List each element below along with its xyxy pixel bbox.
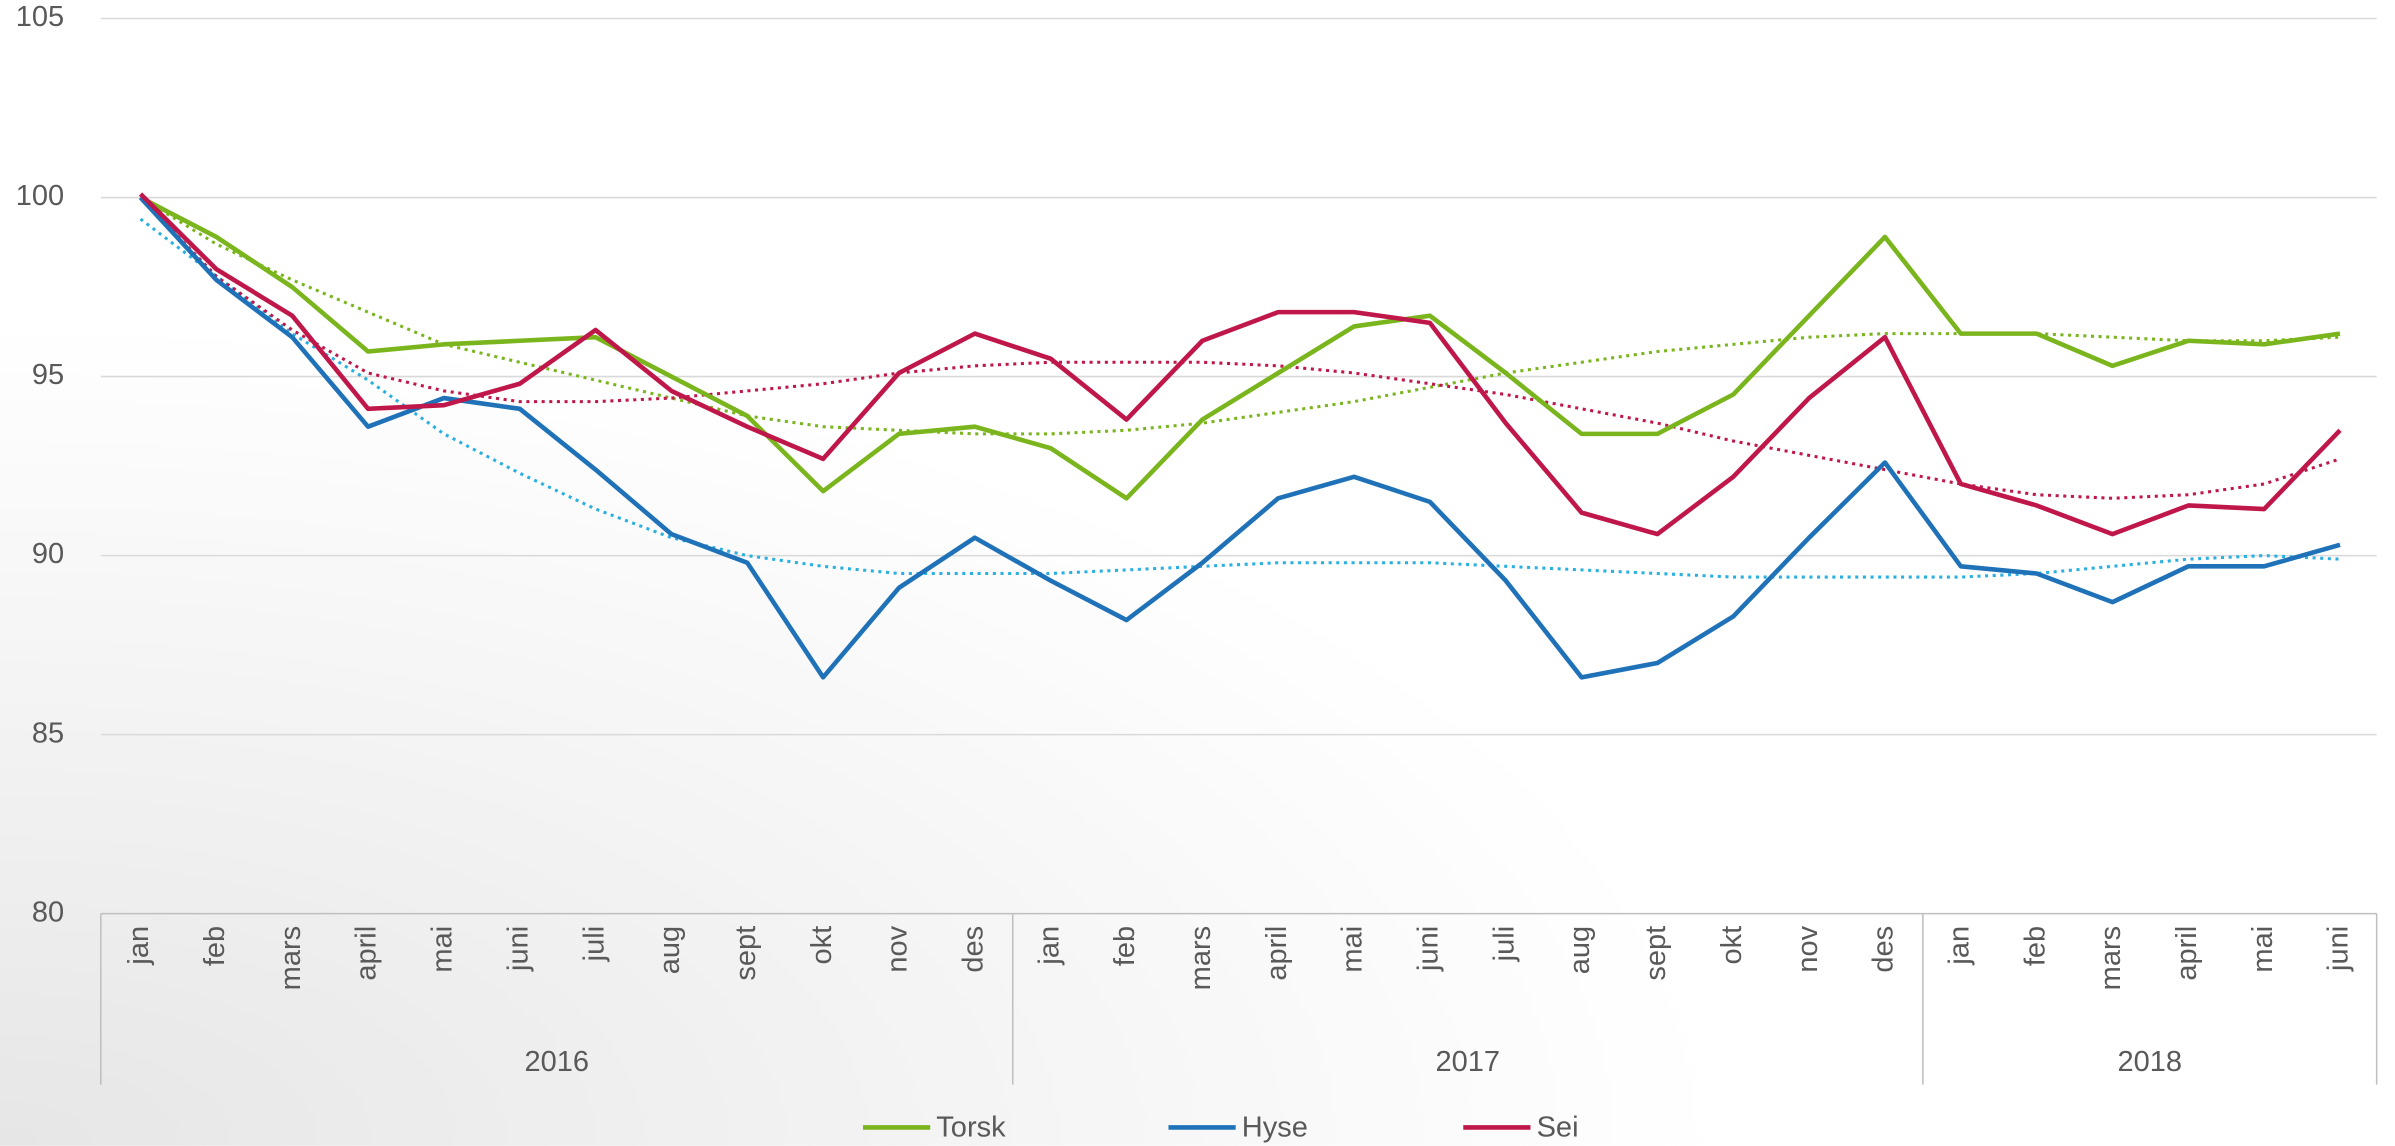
x-tick-label: mai bbox=[2247, 926, 2279, 973]
x-tick-label: mai bbox=[427, 926, 459, 973]
x-tick-label: mars bbox=[275, 926, 307, 990]
x-tick-label: aug bbox=[1564, 926, 1596, 974]
x-tick-label: mai bbox=[1337, 926, 1369, 973]
series-line bbox=[138, 192, 2342, 537]
trendline bbox=[139, 217, 2341, 579]
x-tick-label: des bbox=[957, 926, 989, 973]
x-tick-label: juni bbox=[502, 926, 534, 972]
x-tick-label: aug bbox=[654, 926, 686, 974]
legend-label: Sei bbox=[1537, 1112, 1579, 1144]
group-label: 2017 bbox=[1436, 1046, 1501, 1078]
x-tick-label: april bbox=[2171, 926, 2203, 981]
x-tick-label: juli bbox=[1488, 926, 1520, 962]
x-tick-label: april bbox=[1261, 926, 1293, 981]
group-label: 2016 bbox=[524, 1046, 589, 1078]
legend-label: Hyse bbox=[1242, 1112, 1308, 1144]
x-tick-label: okt bbox=[1716, 926, 1748, 965]
legend-label: Torsk bbox=[936, 1112, 1006, 1144]
x-tick-label: jan bbox=[1943, 926, 1975, 966]
y-tick-label: 90 bbox=[32, 538, 64, 570]
x-tick-label: mars bbox=[2095, 926, 2127, 990]
y-tick-label: 80 bbox=[32, 896, 64, 928]
x-tick-label: feb bbox=[199, 926, 231, 966]
series-line bbox=[138, 196, 2341, 680]
y-tick-label: 95 bbox=[32, 359, 64, 391]
x-tick-label: des bbox=[1868, 926, 1900, 973]
x-tick-label: jan bbox=[123, 926, 155, 966]
x-tick-label: okt bbox=[806, 926, 838, 965]
x-tick-label: juli bbox=[578, 926, 610, 962]
x-tick-label: nov bbox=[1792, 925, 1824, 972]
x-tick-label: nov bbox=[882, 925, 914, 972]
x-tick-label: april bbox=[351, 926, 383, 981]
x-tick-label: mars bbox=[1185, 926, 1217, 990]
series-line bbox=[139, 195, 2341, 501]
group-label: 2018 bbox=[2117, 1046, 2182, 1078]
y-tick-label: 85 bbox=[32, 717, 64, 749]
x-tick-label: jan bbox=[1033, 926, 1065, 966]
x-tick-label: feb bbox=[1109, 926, 1141, 966]
x-tick-label: sept bbox=[730, 926, 762, 981]
x-tick-label: sept bbox=[1640, 926, 1672, 981]
y-tick-label: 100 bbox=[16, 180, 64, 212]
x-tick-label: feb bbox=[2019, 926, 2051, 966]
y-tick-label: 105 bbox=[16, 1, 64, 33]
x-tick-label: juni bbox=[2323, 926, 2355, 972]
x-tick-label: juni bbox=[1413, 926, 1445, 972]
